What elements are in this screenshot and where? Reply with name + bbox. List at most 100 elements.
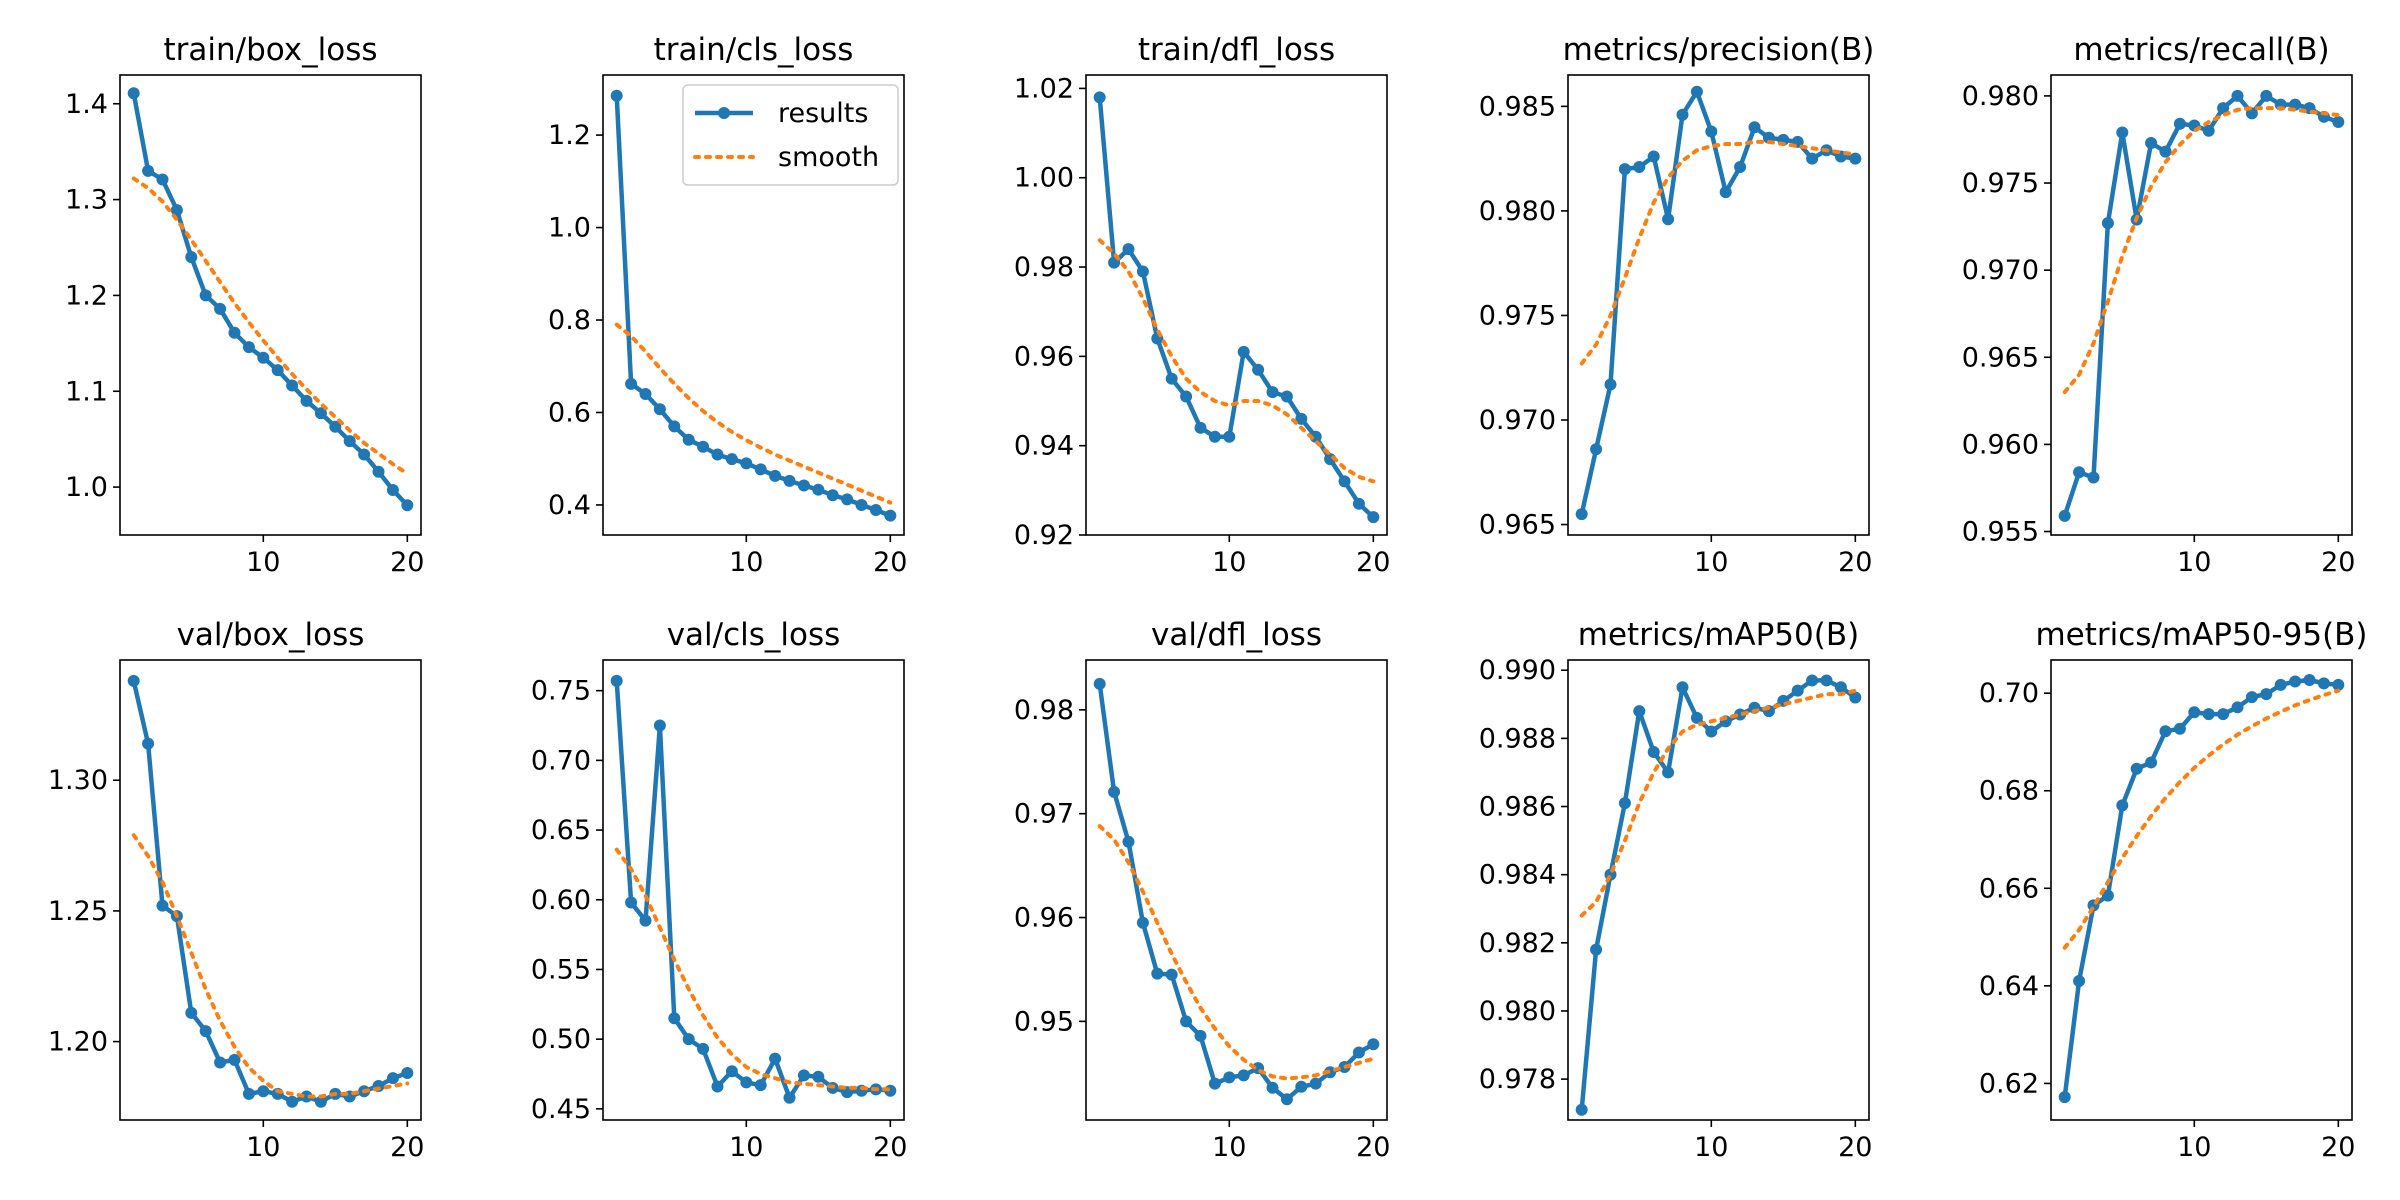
results-point [1367,511,1380,524]
results-point [228,326,241,339]
results-point [1208,430,1221,443]
results-point [156,899,169,912]
results-point [242,341,255,354]
smooth-line [1097,824,1376,1081]
y-tick-label: 1.0 [548,213,591,244]
y-tick-label: 0.986 [1479,792,1556,823]
results-point [214,302,227,315]
results-point [2145,756,2158,769]
results-point [2159,725,2172,738]
results-point [711,448,724,461]
results-point [1280,390,1293,403]
results-point [1618,797,1631,810]
results-point [725,453,738,466]
axes-frame [1567,659,1870,1121]
results-point [2260,89,2273,102]
results-point [2073,466,2086,479]
y-tick-label: 0.984 [1479,860,1556,891]
results-point [884,509,897,522]
results-point [1352,1046,1365,1059]
x-tick-label: 20 [1838,547,1872,578]
results-point [1690,85,1703,98]
results-point [841,493,854,506]
results-point [1734,708,1747,721]
results-point [668,1012,681,1025]
subplot-title: val/box_loss [177,617,365,653]
y-tick-label: 0.66 [1979,873,2039,904]
results-point [1690,711,1703,724]
results-point [185,1006,198,1019]
results-point [2274,678,2287,691]
results-point [1633,161,1646,173]
results-line [614,678,893,1100]
y-tick-label: 1.02 [1014,73,1074,104]
results-point [1237,345,1250,358]
results-point [869,504,882,517]
y-tick-label: 0.980 [1962,81,2039,112]
smooth-line [614,322,893,505]
results-point [1618,163,1631,176]
results-point [1705,125,1718,138]
results-line [1579,678,1858,1113]
x-tick-label: 20 [873,547,907,578]
results-point [1604,378,1617,391]
y-tick-label: 1.3 [65,185,108,216]
x-tick-label: 20 [2321,1132,2355,1163]
y-tick-label: 1.25 [48,896,108,927]
results-point [386,483,399,496]
results-point [754,463,767,476]
results-point [1295,412,1308,425]
results-point [1180,1015,1193,1028]
results-point [1791,684,1804,697]
results-point [1208,1077,1221,1090]
results-line [2062,677,2341,1100]
results-point [286,1095,299,1108]
results-point [1734,161,1747,173]
results-point [826,489,839,502]
x-tick-label: 20 [1356,547,1390,578]
y-tick-label: 0.95 [1014,1006,1074,1037]
smooth-line [2062,688,2341,950]
x-tick-label: 10 [729,547,763,578]
results-point [812,483,825,496]
y-tick-label: 1.2 [548,120,591,151]
y-tick-label: 0.94 [1014,431,1074,462]
legend-results-marker [718,107,730,119]
axes-frame [119,659,422,1121]
results-point [1165,372,1178,385]
y-tick-label: 0.990 [1479,655,1556,686]
results-point [1165,968,1178,981]
results-point [812,1070,825,1083]
results-point [2260,688,2273,701]
results-line [131,678,410,1104]
results-point [1237,1069,1250,1082]
results-point [199,289,212,302]
x-tick-label: 20 [1838,1132,1872,1163]
y-tick-label: 0.980 [1479,996,1556,1027]
subplot-metrics-recall-b: metrics/recall(B) 10 20 0.955 0.960 0.965 0.97… [1962,32,2356,578]
results-point [610,674,623,687]
results-point [1705,725,1718,738]
results-point [1338,475,1351,488]
legend: results smooth [682,84,899,186]
results-line [2062,93,2341,519]
results-point [1309,430,1322,443]
subplot-val-box-loss: val/box_loss 10 20 1.20 1.25 1.30 [48,617,425,1163]
y-tick-label: 0.55 [531,954,591,985]
results-point [314,407,327,420]
legend-box [682,84,899,186]
smooth-line [1579,139,1858,366]
results-point [127,87,140,100]
results-point [2058,509,2071,522]
results-point [697,1042,710,1055]
subplot-train-dfl-loss: train/dfl_loss 10 20 0.92 0.94 0.96 0.98 1.00 1.… [1014,32,1391,578]
results-point [2101,217,2114,230]
results-point [639,387,652,400]
x-tick-label: 20 [390,1132,424,1163]
y-tick-label: 0.978 [1479,1064,1556,1095]
results-point [2231,89,2244,102]
y-tick-label: 0.60 [531,885,591,916]
results-point [711,1080,724,1093]
results-point [2116,126,2129,139]
